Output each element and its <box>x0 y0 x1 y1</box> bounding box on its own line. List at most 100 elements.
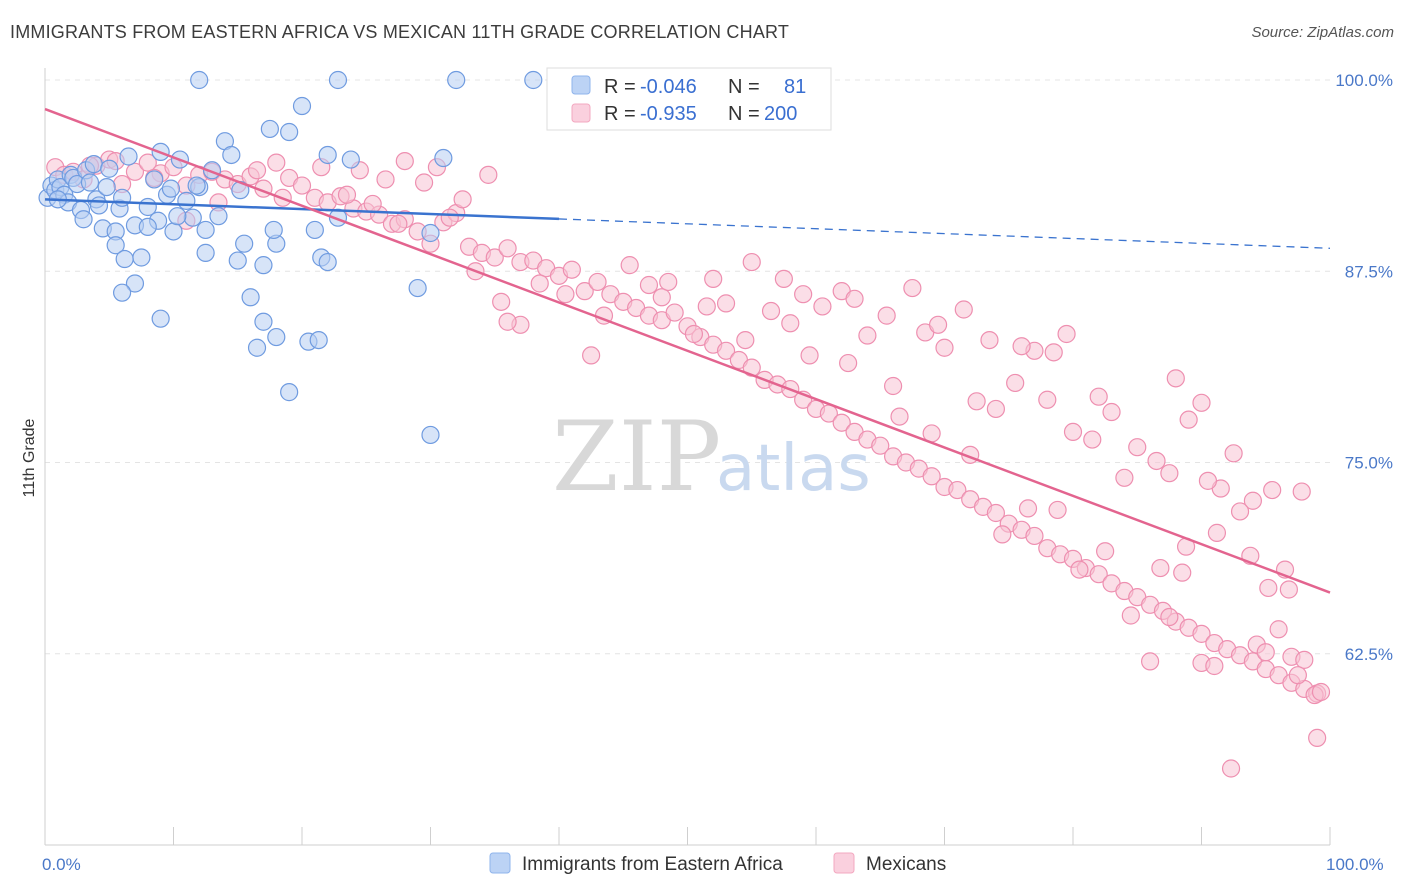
data-point <box>1160 607 1179 627</box>
data-point <box>1063 422 1083 441</box>
data-point <box>986 399 1006 419</box>
data-point <box>254 312 273 331</box>
y-tick-label: 62.5% <box>1345 645 1393 664</box>
data-point <box>292 96 312 116</box>
data-point <box>652 288 671 307</box>
data-point <box>794 285 813 304</box>
data-point <box>138 153 157 172</box>
data-point <box>100 159 119 178</box>
data-point <box>582 346 601 365</box>
data-point <box>183 208 202 227</box>
data-point <box>161 179 181 198</box>
data-point <box>414 173 434 192</box>
data-point <box>1198 471 1218 490</box>
data-point <box>434 148 453 168</box>
y-tick-label: 100.0% <box>1335 71 1393 90</box>
legend-n-label-2: N = <box>728 103 760 125</box>
data-point <box>151 309 170 328</box>
data-point <box>1006 373 1025 393</box>
data-point <box>967 392 986 411</box>
data-point <box>659 272 678 292</box>
data-point <box>125 162 145 181</box>
data-point <box>132 248 151 267</box>
data-point <box>1207 523 1227 542</box>
data-point <box>1221 759 1241 778</box>
data-point <box>922 467 941 486</box>
data-point <box>980 331 999 350</box>
watermark-atlas: atlas <box>716 432 871 506</box>
data-point <box>1288 666 1307 685</box>
data-point <box>241 288 260 307</box>
watermark-zip: ZIP <box>552 401 721 513</box>
data-point <box>309 331 328 350</box>
data-point <box>1083 430 1102 449</box>
data-point <box>736 331 755 350</box>
data-point <box>84 155 103 174</box>
series-legend-label-eastern-africa: Immigrants from Eastern Africa <box>522 854 783 875</box>
data-point <box>280 122 299 142</box>
data-point <box>328 70 348 90</box>
legend-r-label-2: R = <box>604 103 636 125</box>
data-point <box>1151 558 1170 578</box>
watermark: ZIP atlas <box>552 401 871 513</box>
data-point <box>235 234 254 253</box>
data-point <box>168 207 187 226</box>
data-point <box>1044 343 1063 362</box>
data-point <box>697 297 716 316</box>
data-point <box>305 220 324 240</box>
legend-swatch-eastern-africa <box>571 75 591 95</box>
data-point <box>1089 565 1108 584</box>
data-point <box>1205 656 1224 676</box>
data-point <box>190 70 209 90</box>
data-point <box>1070 560 1089 579</box>
data-point <box>1243 491 1263 510</box>
data-point <box>530 274 549 293</box>
y-tick-labels: 62.5% 75.0% 87.5% 100.0% <box>1335 71 1393 664</box>
data-point <box>1269 620 1288 639</box>
data-point <box>890 407 909 426</box>
data-point <box>421 425 440 445</box>
y-tick-label: 75.0% <box>1345 454 1393 473</box>
data-point <box>228 251 247 270</box>
data-point <box>588 272 607 292</box>
data-point <box>267 327 286 347</box>
data-point <box>74 210 93 229</box>
data-point <box>813 297 832 316</box>
data-point <box>620 256 639 275</box>
source-label: Source: ZipAtlas.com <box>1251 24 1394 41</box>
data-point <box>341 150 360 169</box>
legend-swatch-mexicans <box>571 103 591 123</box>
data-point <box>858 326 877 345</box>
data-point <box>138 217 157 236</box>
data-point <box>716 294 736 313</box>
data-point <box>408 278 427 298</box>
data-point <box>260 119 279 139</box>
data-point <box>1115 468 1134 487</box>
data-point <box>839 353 858 373</box>
data-point <box>1224 444 1243 463</box>
data-point <box>421 223 440 243</box>
data-point <box>363 194 382 214</box>
y-axis-label: 11th Grade <box>21 418 38 497</box>
data-point <box>318 145 337 165</box>
data-point <box>1295 650 1314 669</box>
data-point <box>575 282 594 301</box>
data-point <box>993 525 1012 544</box>
legend-n-value-2: 200 <box>764 103 797 125</box>
data-point <box>447 70 466 90</box>
data-point <box>254 256 273 275</box>
series-legend-swatch-mexicans <box>833 852 855 874</box>
data-point <box>1192 393 1211 412</box>
data-point <box>97 178 116 197</box>
data-point <box>112 188 132 207</box>
series-mexicans <box>46 150 1331 778</box>
data-point <box>1308 728 1327 748</box>
data-point <box>1160 464 1179 483</box>
data-point <box>376 170 395 189</box>
data-point <box>1089 387 1108 406</box>
data-point <box>774 269 793 288</box>
data-point <box>80 173 100 192</box>
data-point <box>684 324 704 344</box>
data-point <box>247 338 267 357</box>
